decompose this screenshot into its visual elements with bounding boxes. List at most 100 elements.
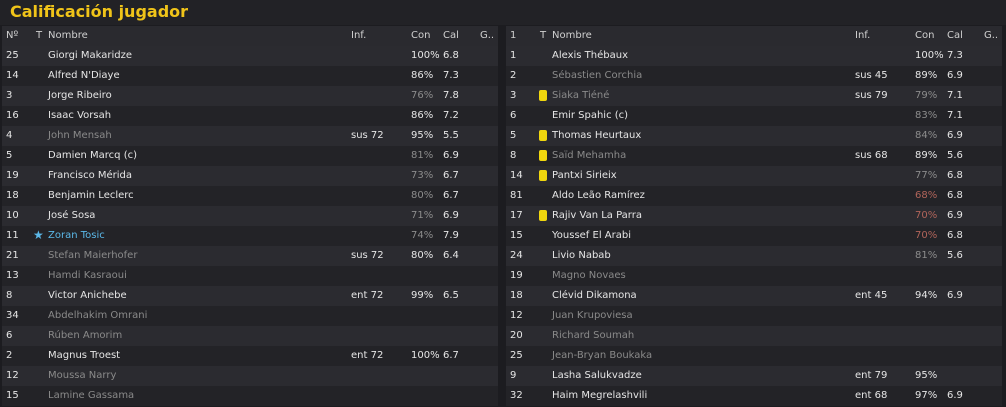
player-row[interactable]: ★ 11 Zoran Tosic 74% 7.9	[2, 226, 498, 246]
cell-con: 95%	[915, 370, 938, 381]
player-row[interactable]: 13 Hamdi Kasraoui	[2, 266, 498, 286]
cell-cal: 6.7	[443, 350, 459, 361]
header-row: Nº T Nombre Inf. Con Cal G..	[2, 26, 498, 46]
cell-con: 71%	[411, 210, 434, 221]
player-row[interactable]: 4 John Mensah sus 72 95% 5.5	[2, 126, 498, 146]
player-row[interactable]: 14 Alfred N'Diaye 86% 7.3	[2, 66, 498, 86]
cell-cal: 7.1	[947, 110, 963, 121]
player-row[interactable]: 18 Benjamin Leclerc 80% 6.7	[2, 186, 498, 206]
cell-name: Haim Megrelashvili	[552, 390, 648, 401]
player-row[interactable]: 32 Haim Megrelashvili ent 68 97% 6.9	[506, 386, 1002, 406]
cell-cal: 6.8	[947, 230, 963, 241]
cell-name: Saïd Mehamha	[552, 150, 627, 161]
cell-con: 86%	[411, 70, 434, 81]
cell-cal: 6.8	[947, 170, 963, 181]
player-row[interactable]: 34 Abdelhakim Omrani	[2, 306, 498, 326]
player-row[interactable]: 20 Richard Soumah	[506, 326, 1002, 346]
cell-no: 20	[510, 330, 523, 341]
column-header[interactable]: G..	[480, 30, 495, 41]
cell-name: Hamdi Kasraoui	[48, 270, 127, 281]
cell-con: 100%	[915, 50, 944, 61]
cell-name: Victor Anichebe	[48, 290, 127, 301]
cell-no: 17	[510, 210, 523, 221]
player-row[interactable]: 5 Thomas Heurtaux 84% 6.9	[506, 126, 1002, 146]
cell-con: 84%	[915, 130, 938, 141]
cell-inf: ent 72	[351, 290, 384, 301]
player-row[interactable]: 17 Rajiv Van La Parra 70% 6.9	[506, 206, 1002, 226]
cell-no: 32	[510, 390, 523, 401]
player-row[interactable]: 5 Damien Marcq (c) 81% 6.9	[2, 146, 498, 166]
player-row[interactable]: 25 Giorgi Makaridze 100% 6.8	[2, 46, 498, 66]
cell-no: 3	[6, 90, 13, 101]
column-header[interactable]: Inf.	[855, 30, 871, 41]
player-row[interactable]: 2 Magnus Troest ent 72 100% 6.7	[2, 346, 498, 366]
cell-cal: 6.9	[947, 390, 963, 401]
player-row[interactable]: 21 Stefan Maierhofer sus 72 80% 6.4	[2, 246, 498, 266]
player-row[interactable]: 14 Pantxi Sirieix 77% 6.8	[506, 166, 1002, 186]
cell-con: 100%	[411, 50, 440, 61]
player-row[interactable]: 24 Livio Nabab 81% 5.6	[506, 246, 1002, 266]
cell-name: Alfred N'Diaye	[48, 70, 120, 81]
player-row[interactable]: 8 Victor Anichebe ent 72 99% 6.5	[2, 286, 498, 306]
player-row[interactable]: 12 Moussa Narry	[2, 366, 498, 386]
player-row[interactable]: 10 José Sosa 71% 6.9	[2, 206, 498, 226]
cell-name: Benjamin Leclerc	[48, 190, 134, 201]
cell-cal: 6.9	[443, 150, 459, 161]
player-row[interactable]: 1 Alexis Thébaux 100% 7.3	[506, 46, 1002, 66]
column-header[interactable]: Cal	[443, 30, 459, 41]
cell-con: 81%	[411, 150, 434, 161]
column-header[interactable]: Nº	[6, 30, 19, 41]
column-header[interactable]: Cal	[947, 30, 963, 41]
player-row[interactable]: 19 Francisco Mérida 73% 6.7	[2, 166, 498, 186]
cell-inf: sus 45	[855, 70, 888, 81]
cell-no: 2	[510, 70, 517, 81]
player-row[interactable]: 2 Sébastien Corchia sus 45 89% 6.9	[506, 66, 1002, 86]
cell-no: 21	[6, 250, 19, 261]
column-header[interactable]: Nombre	[48, 30, 88, 41]
cell-name: Lasha Salukvadze	[552, 370, 642, 381]
cell-no: 8	[6, 290, 13, 301]
player-row[interactable]: 16 Isaac Vorsah 86% 7.2	[2, 106, 498, 126]
cell-cal: 5.5	[443, 130, 459, 141]
cell-name: Zoran Tosic	[48, 230, 105, 241]
player-row[interactable]: 12 Juan Krupoviesa	[506, 306, 1002, 326]
player-row[interactable]: 6 Rúben Amorim	[2, 326, 498, 346]
cell-con: 81%	[915, 250, 938, 261]
player-row[interactable]: 15 Lamine Gassama	[2, 386, 498, 406]
cell-cal: 7.3	[443, 70, 459, 81]
cell-cal: 6.9	[947, 130, 963, 141]
column-header[interactable]: Con	[915, 30, 935, 41]
column-header[interactable]: T	[36, 30, 43, 41]
player-row[interactable]: 19 Magno Novaes	[506, 266, 1002, 286]
player-row[interactable]: 15 Youssef El Arabi 70% 6.8	[506, 226, 1002, 246]
column-header[interactable]: Inf.	[351, 30, 367, 41]
cell-no: 3	[510, 90, 517, 101]
cell-con: 79%	[915, 90, 938, 101]
cell-name: Rúben Amorim	[48, 330, 123, 341]
player-row[interactable]: 3 Jorge Ribeiro 76% 7.8	[2, 86, 498, 106]
player-row[interactable]: 81 Aldo Leão Ramírez 68% 6.8	[506, 186, 1002, 206]
column-header[interactable]: T	[540, 30, 547, 41]
cell-inf: ent 79	[855, 370, 888, 381]
player-row[interactable]: 6 Emir Spahic (c) 83% 7.1	[506, 106, 1002, 126]
column-header[interactable]: G..	[984, 30, 999, 41]
player-row[interactable]: 8 Saïd Mehamha sus 68 89% 5.6	[506, 146, 1002, 166]
player-row[interactable]: 9 Lasha Salukvadze ent 79 95%	[506, 366, 1002, 386]
cell-no: 81	[510, 190, 523, 201]
column-header[interactable]: 1	[510, 30, 517, 41]
cell-no: 25	[6, 50, 19, 61]
cell-name: Damien Marcq (c)	[48, 150, 137, 161]
cell-no: 9	[510, 370, 517, 381]
cell-no: 5	[6, 150, 13, 161]
column-header[interactable]: Con	[411, 30, 431, 41]
cell-name: Magno Novaes	[552, 270, 626, 281]
column-header[interactable]: Nombre	[552, 30, 592, 41]
player-row[interactable]: 25 Jean-Bryan Boukaka	[506, 346, 1002, 366]
player-row[interactable]: 3 Siaka Tiéné sus 79 79% 7.1	[506, 86, 1002, 106]
cell-no: 15	[510, 230, 523, 241]
yellow-card	[539, 130, 547, 141]
player-row[interactable]: 18 Clévid Dikamona ent 45 94% 6.9	[506, 286, 1002, 306]
cell-con: 68%	[915, 190, 938, 201]
cell-name: Clévid Dikamona	[552, 290, 637, 301]
cell-no: 34	[6, 310, 19, 321]
